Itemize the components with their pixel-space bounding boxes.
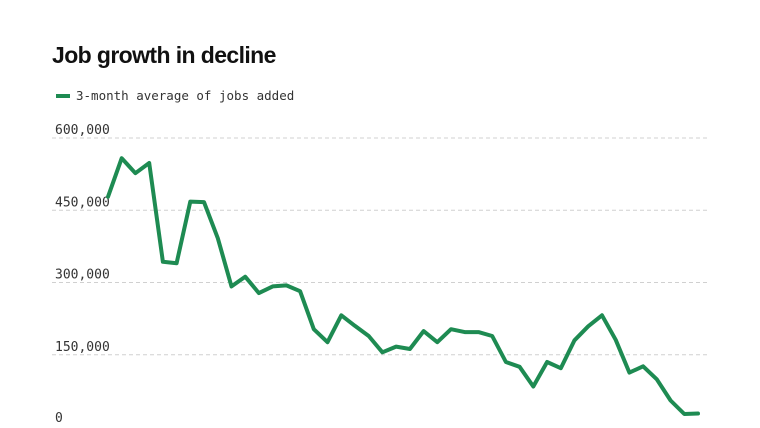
y-tick-label: 600,000 xyxy=(55,123,110,138)
y-tick-label: 0 xyxy=(55,411,63,426)
series-line xyxy=(106,156,700,416)
legend-swatch xyxy=(56,93,70,98)
y-tick-label: 150,000 xyxy=(55,340,110,355)
y-tick-label: 450,000 xyxy=(55,195,110,210)
y-tick-label: 300,000 xyxy=(55,268,110,283)
legend-label: 3-month average of jobs added xyxy=(76,88,295,103)
legend: 3-month average of jobs added xyxy=(56,88,294,103)
chart-title: Job growth in decline xyxy=(52,42,276,68)
